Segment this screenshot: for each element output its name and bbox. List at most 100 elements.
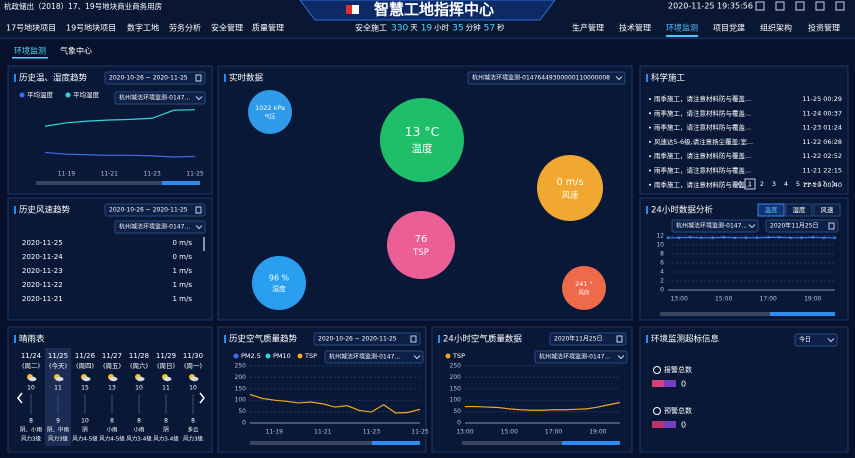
nav-item[interactable]: 技术管理 xyxy=(619,23,651,33)
point xyxy=(755,236,759,240)
weather-cloud xyxy=(55,376,64,382)
page-number[interactable]: 17 xyxy=(818,180,826,188)
dropdown-text[interactable]: 杭州城洁环境监测-0147... xyxy=(676,222,747,230)
page-next[interactable] xyxy=(831,180,836,188)
day-wind: 风力3-4级 xyxy=(126,435,152,443)
x-tick-label: 11-23 xyxy=(143,171,161,178)
scrollbar-thumb[interactable] xyxy=(562,441,620,445)
legend-label: TSP xyxy=(304,352,317,360)
nav-item[interactable]: 组织架构 xyxy=(760,23,792,33)
dropdown[interactable] xyxy=(534,350,628,364)
day-low: 9 xyxy=(56,418,60,425)
toolbar-icon[interactable] xyxy=(775,1,785,11)
notice-text[interactable]: 雨季施工，请注意材料防与覆盖... xyxy=(654,123,751,132)
dropdown[interactable] xyxy=(104,71,206,85)
title-marker xyxy=(14,335,16,343)
toggle-label[interactable]: 风速 xyxy=(821,206,835,214)
calendar-icon xyxy=(195,206,202,214)
toolbar-icon[interactable] xyxy=(815,1,825,11)
dropdown-text[interactable]: 杭州城洁环境监测-0147... xyxy=(329,353,400,361)
notice-text[interactable]: 雨季施工，请注意材料防与覆盖... xyxy=(654,94,751,103)
dropdown[interactable] xyxy=(313,332,421,346)
dropdown[interactable] xyxy=(794,333,838,347)
nav-item[interactable]: 生产管理 xyxy=(572,23,604,33)
dropdown-text[interactable]: 2020-10-26 ~ 2020-11-25 xyxy=(318,336,397,343)
notice-text[interactable]: 雨季施工，请注意材料防与覆盖... xyxy=(654,108,751,117)
bubble-value: 76 xyxy=(415,234,428,245)
label: 安全施工 xyxy=(355,23,387,33)
y-tick-label: 10 xyxy=(656,242,664,249)
toggle-label[interactable]: 温度 xyxy=(765,205,779,214)
tab[interactable]: 环境监测 xyxy=(14,46,46,56)
y-tick-label: 6 xyxy=(660,260,664,267)
page-number[interactable]: ••• xyxy=(804,180,816,188)
nav-item[interactable]: 安全管理 xyxy=(211,23,243,33)
dropdown-text[interactable]: 杭州城洁环境监测-0147... xyxy=(119,94,190,102)
dropdown[interactable] xyxy=(114,220,206,234)
nav-item[interactable]: 项目党建 xyxy=(713,23,745,33)
day-weather: 小雨 xyxy=(106,426,118,434)
weather-cloud xyxy=(109,376,118,382)
nav-item[interactable]: 劳务分析 xyxy=(169,23,201,33)
nav-item[interactable]: 质量管理 xyxy=(252,23,284,33)
toggle-button[interactable] xyxy=(813,203,841,217)
notice-time: 11-23 01:24 xyxy=(802,124,842,132)
day-wind: 风力4-5级 xyxy=(72,435,98,443)
dropdown-text[interactable]: 今日 xyxy=(799,336,811,344)
page-number[interactable]: 2 xyxy=(760,180,764,188)
dropdown[interactable] xyxy=(765,219,839,233)
dropdown-arrow xyxy=(413,355,421,360)
day-low: 8 xyxy=(164,418,168,425)
toolbar-icon[interactable] xyxy=(795,1,805,11)
nav-item[interactable]: 17号地块项目 xyxy=(6,23,56,33)
scrollbar-thumb[interactable] xyxy=(372,441,420,445)
dropdown-text[interactable]: 2020年11月25日 xyxy=(770,222,819,230)
toggle-label[interactable]: 湿度 xyxy=(793,205,807,214)
toolbar-icon[interactable] xyxy=(835,1,845,11)
page-number[interactable]: 5 xyxy=(796,180,800,188)
notice-time: 11-20 00:40 xyxy=(802,181,842,189)
title-marker xyxy=(646,206,648,214)
forecast-next[interactable] xyxy=(199,392,205,404)
dropdown-text[interactable]: 杭州城洁环境监测-0147... xyxy=(119,223,190,231)
dropdown-text[interactable]: 2020-10-26 ~ 2020-11-25 xyxy=(109,207,188,214)
dropdown-text[interactable]: 2020年11月25日 xyxy=(554,335,603,343)
page-prev[interactable] xyxy=(737,180,742,188)
dropdown[interactable] xyxy=(549,332,627,346)
nav-item[interactable]: 19号地块项目 xyxy=(66,23,116,33)
notice-text[interactable]: 风速达5-6级,请注意扬尘覆盖;室... xyxy=(654,137,753,146)
dropdown[interactable] xyxy=(104,203,206,217)
toggle-button[interactable] xyxy=(785,203,813,217)
notice-text[interactable]: 雨季施工，请注意材料防与覆盖... xyxy=(654,151,751,160)
legend-label: PM2.5 xyxy=(241,352,261,360)
nav-item[interactable]: 数字工地 xyxy=(127,23,159,33)
bubble-label: 气压 xyxy=(264,112,276,120)
scrollbar-track xyxy=(36,181,200,185)
safety-unit: 天 xyxy=(410,23,418,32)
toggle-button[interactable] xyxy=(757,203,785,217)
nav-item[interactable]: 环境监测 xyxy=(666,23,698,33)
legend-label: 平均温度 xyxy=(27,90,54,99)
title-marker xyxy=(224,74,226,82)
scrollbar-thumb[interactable] xyxy=(162,181,200,185)
scrollbar-thumb[interactable] xyxy=(770,312,835,316)
dropdown-text[interactable]: 杭州城洁环境监测-0147... xyxy=(539,353,610,361)
weather-cloud xyxy=(136,376,145,382)
page-number[interactable]: 4 xyxy=(784,180,788,188)
weather-cloud xyxy=(190,376,199,382)
dropdown[interactable] xyxy=(671,219,759,233)
dropdown-text[interactable]: 杭州城洁环境监测-01476449300000110000008 xyxy=(472,74,610,82)
notice-time: 11-21 22:15 xyxy=(802,167,842,175)
dropdown[interactable] xyxy=(467,71,626,85)
tab[interactable]: 气象中心 xyxy=(60,46,92,56)
dropdown-text[interactable]: 2020-10-26 ~ 2020-11-25 xyxy=(109,75,188,82)
nav-item[interactable]: 投资管理 xyxy=(808,23,840,33)
forecast-prev[interactable] xyxy=(17,392,23,404)
notice-text[interactable]: 雨季施工，请注意材料防与覆盖... xyxy=(654,166,751,175)
dropdown[interactable] xyxy=(324,350,424,364)
notice-text[interactable]: 雨季施工，请注意材料防与覆盖... xyxy=(654,180,751,189)
page-number[interactable]: 1 xyxy=(748,180,752,188)
page-number[interactable]: 3 xyxy=(772,180,776,188)
toolbar-icon[interactable] xyxy=(755,1,765,11)
dropdown[interactable] xyxy=(114,91,206,105)
